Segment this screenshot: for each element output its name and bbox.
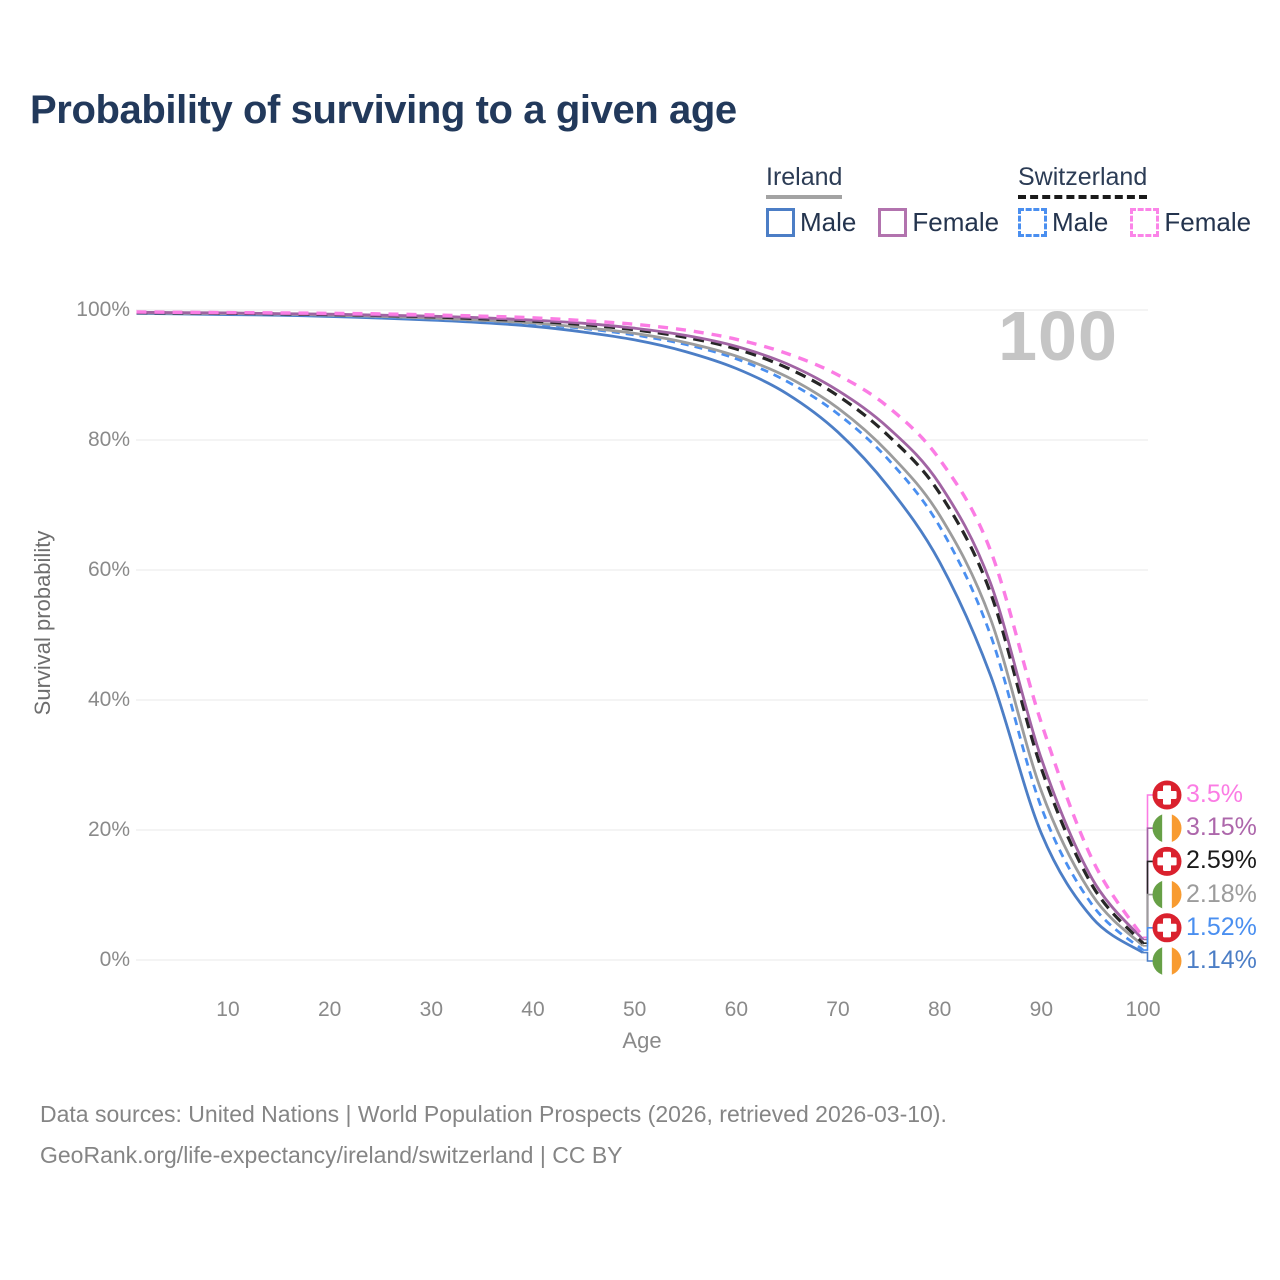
y-tick-label: 40% (87, 688, 130, 711)
swiss-flag-icon (1152, 846, 1182, 876)
survival-curve (136, 311, 1144, 947)
legend-item-label: Male (1052, 207, 1109, 237)
x-tick-label: 10 (216, 998, 240, 1021)
legend-country-label: Ireland (766, 163, 843, 199)
legend-country-label: Switzerland (1018, 163, 1148, 199)
y-tick-label: 100% (76, 298, 130, 321)
legend-swatch (766, 208, 795, 237)
y-tick-label: 80% (87, 428, 130, 451)
legend-swatch (1018, 208, 1047, 237)
age-watermark: 100 (998, 297, 1118, 375)
end-value-label: 1.14% (1186, 946, 1257, 974)
legend-item-label: Female (1164, 207, 1252, 237)
y-tick-label: 20% (87, 818, 130, 841)
chart-title: Probability of surviving to a given age (30, 88, 737, 132)
legend-swatch (878, 208, 908, 237)
legend-item-ireland-male[interactable]: Male (766, 207, 856, 238)
survival-curve (136, 310, 1145, 941)
legend-item-switzerland-female[interactable]: Female (1130, 207, 1251, 238)
legend-item-label: Male (800, 207, 857, 237)
legend-item-ireland-female[interactable]: Female (878, 207, 999, 238)
survival-curve (136, 311, 1144, 952)
x-axis-title: Age (622, 1028, 662, 1053)
footer-attribution: GeoRank.org/life-expectancy/ireland/swit… (40, 1142, 623, 1168)
legend-group-switzerland: Switzerland Male Female (1018, 163, 1251, 238)
irish-flag-icon (1152, 880, 1182, 910)
legend-group-ireland: Ireland Male Female (766, 163, 999, 238)
x-tick-label: 50 (622, 998, 647, 1021)
y-tick-label: 60% (87, 558, 130, 581)
x-tick-label: 70 (826, 998, 850, 1021)
swiss-flag-icon (1152, 780, 1182, 810)
swiss-flag-icon (1152, 913, 1182, 943)
survival-curve (136, 311, 1145, 945)
end-value-label: 1.52% (1186, 912, 1257, 941)
irish-flag-icon (1152, 813, 1182, 843)
survival-curve (136, 311, 1144, 954)
x-tick-label: 20 (317, 998, 342, 1021)
x-tick-label: 100 (1125, 998, 1161, 1021)
legend-swatch (1130, 208, 1160, 237)
x-tick-label: 60 (724, 998, 748, 1021)
footer: Data sources: United Nations | World Pop… (40, 1094, 947, 1176)
x-tick-label: 90 (1029, 998, 1053, 1021)
y-tick-label: 0% (99, 948, 130, 971)
x-tick-label: 80 (927, 998, 952, 1021)
end-value-label: 3.15% (1186, 813, 1257, 842)
legend-item-label: Female (912, 207, 1000, 237)
irish-flag-icon (1152, 946, 1182, 976)
survival-curve (136, 310, 1145, 939)
end-value-label: 2.18% (1186, 879, 1257, 908)
footer-data-sources: Data sources: United Nations | World Pop… (40, 1101, 947, 1127)
x-tick-label: 30 (419, 998, 443, 1021)
x-tick-label: 40 (521, 998, 545, 1021)
legend-item-switzerland-male[interactable]: Male (1018, 207, 1108, 238)
end-value-label: 3.5% (1186, 780, 1243, 808)
end-value-label: 2.59% (1186, 846, 1257, 875)
